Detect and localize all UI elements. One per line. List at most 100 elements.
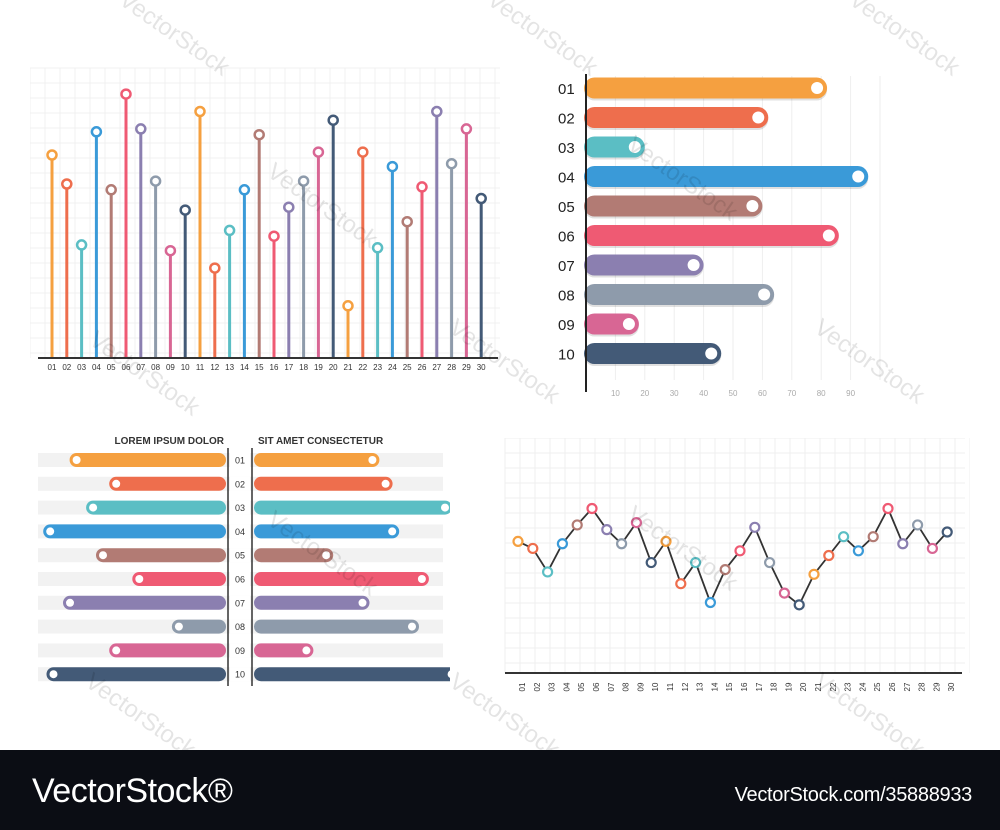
right-bar	[254, 453, 380, 467]
lollipop-marker	[46, 149, 58, 161]
x-tick-label: 10	[651, 682, 660, 691]
category-label: 06	[235, 575, 245, 585]
x-tick-label: 03	[548, 682, 557, 691]
x-tick-label: 16	[270, 363, 279, 372]
x-tick-label: 23	[373, 363, 382, 372]
x-tick-label: 70	[787, 389, 796, 398]
x-tick-label: 18	[770, 682, 779, 691]
lollipop-marker	[209, 262, 221, 274]
x-tick-label: 29	[462, 363, 471, 372]
x-tick-label: 17	[284, 363, 293, 372]
bar	[584, 136, 645, 158]
x-tick-label: 19	[314, 363, 323, 372]
left-bar-marker	[89, 503, 98, 512]
lollipop-marker	[416, 181, 428, 193]
y-tick-label: 04	[558, 170, 575, 187]
x-tick-label: 60	[758, 389, 767, 398]
x-tick-label: 40	[699, 389, 708, 398]
left-bar	[86, 500, 226, 515]
x-tick-label: 11	[666, 682, 675, 691]
x-tick-label: 04	[92, 363, 101, 372]
left-bar-marker	[99, 551, 107, 560]
bar-end-marker	[752, 111, 765, 124]
category-label: 04	[235, 527, 245, 537]
right-bar-marker	[447, 670, 450, 678]
x-tick-label: 09	[636, 682, 645, 691]
data-point	[645, 556, 657, 569]
right-bar	[254, 476, 393, 491]
footer-bar: VectorStock® VectorStock.com/35888933	[0, 750, 1000, 830]
x-tick-label: 02	[62, 363, 71, 372]
left-bar-marker	[112, 646, 121, 655]
x-tick-label: 09	[166, 363, 175, 372]
bar	[584, 313, 639, 335]
x-tick-label: 27	[903, 682, 912, 691]
data-point	[512, 535, 524, 548]
right-bar	[254, 548, 334, 563]
data-point	[941, 526, 953, 538]
bar	[584, 225, 839, 246]
x-tick-label: 26	[888, 682, 897, 691]
bar	[584, 343, 722, 364]
left-bar-marker	[112, 479, 121, 488]
x-tick-label: 16	[740, 682, 749, 691]
right-bar	[254, 667, 450, 682]
left-bar	[69, 453, 226, 467]
x-tick-label: 08	[622, 682, 631, 691]
right-series-title: SIT AMET CONSECTETUR	[258, 436, 384, 447]
lollipop-marker	[120, 88, 132, 100]
lollipop-marker	[90, 126, 103, 138]
y-tick-label: 03	[558, 140, 575, 157]
data-point	[749, 521, 761, 533]
bar-end-marker	[822, 229, 835, 242]
x-tick-label: 05	[577, 682, 586, 691]
x-tick-label: 15	[725, 682, 734, 691]
x-tick-label: 02	[533, 682, 542, 691]
x-tick-label: 20	[329, 363, 338, 372]
x-tick-label: 80	[817, 389, 826, 398]
bar-end-marker	[852, 170, 865, 183]
category-label: 01	[235, 456, 245, 466]
horizontal-bar-chart: 01 02 03 04 05 06 07 08 09 10 10 20 30 40 50 60 70 80 90	[558, 74, 881, 398]
x-tick-label: 08	[151, 363, 160, 372]
y-tick-label: 08	[558, 288, 575, 305]
data-point	[897, 538, 909, 550]
category-label: 02	[235, 479, 245, 489]
y-tick-label: 05	[558, 199, 575, 216]
data-point	[586, 502, 598, 515]
lollipop-marker	[253, 128, 265, 141]
right-bar-marker	[368, 456, 377, 464]
left-bar	[63, 595, 226, 610]
right-bar	[254, 500, 450, 515]
data-point	[541, 566, 554, 578]
right-bar	[254, 595, 370, 610]
left-bar	[132, 572, 226, 586]
right-bar-marker	[381, 479, 390, 488]
category-label-bg	[230, 595, 250, 610]
category-label: 05	[235, 551, 245, 561]
y-tick-label: 01	[558, 81, 575, 98]
line-chart: 01 02 03 04 05 06 07 08 09 10 11 12 13 14 15 16 17 18 19 20…	[504, 438, 970, 691]
lollipop-marker	[297, 175, 310, 187]
left-bar-marker	[49, 670, 58, 679]
right-bar-marker	[417, 575, 426, 583]
y-tick-label: 06	[558, 229, 575, 246]
category-label-bg	[230, 667, 250, 682]
x-tick-label: 21	[814, 682, 823, 691]
brand-logo: VectorStock®	[32, 772, 233, 810]
data-point	[823, 549, 835, 562]
x-tick-label: 27	[432, 363, 441, 372]
data-point	[852, 545, 864, 557]
x-tick-label: 23	[844, 682, 853, 691]
lollipop-marker	[194, 105, 206, 118]
bar	[584, 195, 763, 217]
left-bar	[171, 619, 226, 634]
x-tick-label: 04	[562, 682, 571, 691]
bar-end-marker	[687, 259, 700, 271]
right-bar	[254, 572, 429, 586]
x-tick-label: 50	[729, 389, 738, 398]
category-label-bg	[230, 476, 250, 491]
bar	[584, 284, 775, 305]
data-point	[912, 519, 924, 531]
left-bar	[46, 667, 226, 682]
